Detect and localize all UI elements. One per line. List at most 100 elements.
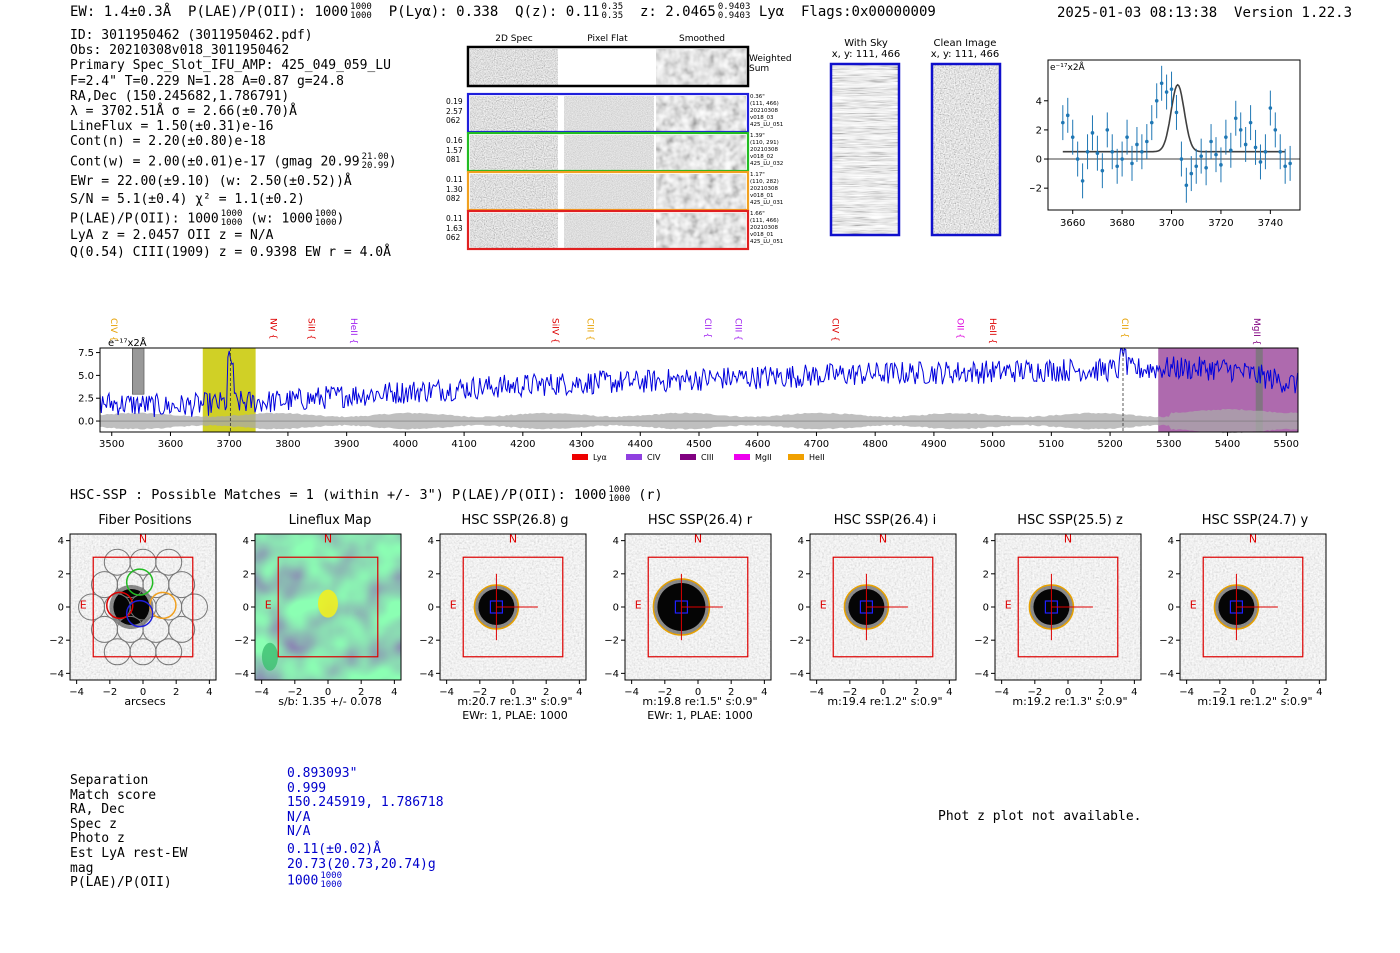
emission-line-label: CII { xyxy=(1119,318,1129,338)
photz-message: Phot z plot not available. xyxy=(938,809,1142,824)
fiber-row xyxy=(466,209,750,251)
fiber-meta: v018_02 xyxy=(750,154,774,160)
emission-line-label: HeII { xyxy=(987,318,997,344)
y-tick-label: 0 xyxy=(983,603,989,614)
info-line: LineFlux = 1.50(±0.31)e-16 xyxy=(70,119,274,135)
hsc-panel-caption: m:19.8 re:1.5" s:0.9" xyxy=(642,695,758,708)
legend-label: Lyα xyxy=(593,453,607,462)
x-tick-label: 2 xyxy=(1098,687,1104,698)
data-point xyxy=(1283,148,1287,184)
data-point xyxy=(1268,90,1273,126)
hsc-panel-caption: m:20.7 re:1.3" s:0.9" xyxy=(457,695,573,708)
match-value: 20.73(20.73,20.74)g xyxy=(287,856,436,872)
x-tick-label: −4 xyxy=(69,687,84,698)
east-label: E xyxy=(80,599,87,612)
match-value: 0.999 xyxy=(287,780,327,796)
sky-band xyxy=(832,200,898,204)
x-tick-label: 3700 xyxy=(1159,218,1184,229)
match-label: RA, Dec xyxy=(70,802,125,818)
x-tick-label: 0 xyxy=(695,687,701,698)
with-sky-image xyxy=(829,62,901,237)
point-marker xyxy=(1248,120,1253,125)
emission-line-label: NV { xyxy=(267,318,277,339)
fiber-stat: 1.57 xyxy=(446,145,463,155)
hsc-panel-title: Fiber Positions xyxy=(98,513,192,528)
match-label: Spec z xyxy=(70,816,117,832)
y-tick-label: 0 xyxy=(1036,155,1042,166)
east-label: E xyxy=(1005,599,1012,612)
data-point xyxy=(1179,141,1184,177)
legend-swatch xyxy=(626,454,642,460)
x-tick-label: −4 xyxy=(624,687,639,698)
x-tick-label: −2 xyxy=(102,687,117,698)
field-box xyxy=(277,556,379,658)
y-tick-label: 0 xyxy=(243,603,249,614)
match-value: 0.11(±0.02)Å xyxy=(287,841,381,857)
fiber-stat: 1.30 xyxy=(446,184,463,194)
point-marker xyxy=(1140,149,1144,154)
fiber-meta: (111, 466) xyxy=(750,218,779,224)
clean-image-title: Clean Image x, y: 111, 466 xyxy=(925,38,1005,60)
info-line: Cont(n) = 2.20(±0.80)e-18 xyxy=(70,134,266,150)
header-timestamp: 2025-01-03 08:13:38 xyxy=(1057,5,1218,21)
hsc-panel-caption-2: EWr: 1, PLAE: 1000 xyxy=(462,709,568,722)
x-tick-label: 5300 xyxy=(1156,439,1181,450)
y-tick-label: −2 xyxy=(1159,636,1174,647)
x-tick-label: −2 xyxy=(1212,687,1227,698)
data-point xyxy=(1061,105,1065,141)
x-tick-label: 0 xyxy=(510,687,516,698)
hsc-panel: N E −4 −4 −2 −2 0 0 2 2 4 4 xyxy=(974,532,1142,698)
fiber-stat: 081 xyxy=(446,155,461,164)
sky-band xyxy=(832,83,898,87)
hsc-summary-band: (r) xyxy=(638,487,663,503)
match-label: Match score xyxy=(70,787,157,803)
y-tick-label: 0 xyxy=(798,603,804,614)
emission-line-label: HeII { xyxy=(348,318,358,344)
col-title-2dspec: 2D Spec xyxy=(495,34,533,44)
data-point xyxy=(1130,145,1134,181)
x-tick-label: 2 xyxy=(543,687,549,698)
with-sky-title: With Sky x, y: 111, 466 xyxy=(826,38,906,60)
data-point xyxy=(1154,83,1159,119)
header-z-lo: 0.9403 xyxy=(717,11,751,21)
data-point xyxy=(1085,134,1090,170)
x-tick-label: 2 xyxy=(358,687,364,698)
data-point xyxy=(1140,134,1144,170)
point-marker xyxy=(1243,142,1248,147)
legend-item: MgII xyxy=(734,453,772,462)
x-tick-label: 4 xyxy=(1131,687,1137,698)
data-point xyxy=(1164,74,1169,110)
x-tick-label: −2 xyxy=(842,687,857,698)
point-marker xyxy=(1229,148,1233,153)
info-ewr: EWr = 22.00(±9.10) (w: 2.50(±0.52))Å xyxy=(70,173,352,189)
info-line: ID: 3011950462 (3011950462.pdf) xyxy=(70,28,313,43)
data-point xyxy=(1214,137,1218,173)
header-z-hi: 0.9403 xyxy=(717,2,751,12)
y-tick-label: 4 xyxy=(983,536,989,547)
point-marker xyxy=(1258,160,1263,164)
header-qz-hi: 0.35 xyxy=(601,2,624,12)
y-tick-label: 2 xyxy=(983,569,989,580)
legend-label: MgII xyxy=(755,453,772,462)
point-marker xyxy=(1179,157,1184,161)
data-point xyxy=(1238,112,1243,148)
data-point xyxy=(1145,124,1149,160)
fiber-meta: 1.17" xyxy=(750,172,765,178)
clean-image-label: Clean Image xyxy=(933,38,997,49)
hsc-panel-title: HSC SSP(26.4) r xyxy=(647,513,753,528)
point-marker xyxy=(1288,161,1292,166)
y-tick-label: 0 xyxy=(1168,603,1174,614)
point-marker xyxy=(1061,120,1065,125)
x-tick-label: 3720 xyxy=(1208,218,1233,229)
east-label: E xyxy=(450,599,457,612)
match-values: 0.893093" 0.999 150.245919, 1.786718 N/A… xyxy=(287,766,444,890)
fiber-stat: 0.11 xyxy=(446,175,463,184)
legend-label: HeII xyxy=(809,453,825,462)
legend-swatch xyxy=(788,454,804,460)
y-tick-label: −4 xyxy=(49,669,64,680)
emission-line-label: MgII { xyxy=(1251,318,1261,345)
fiber-2d-spec xyxy=(470,174,558,209)
legend-item: CIV xyxy=(626,453,661,462)
field-box xyxy=(1017,556,1119,658)
hsc-panel-title: HSC SSP(26.4) i xyxy=(833,513,937,528)
